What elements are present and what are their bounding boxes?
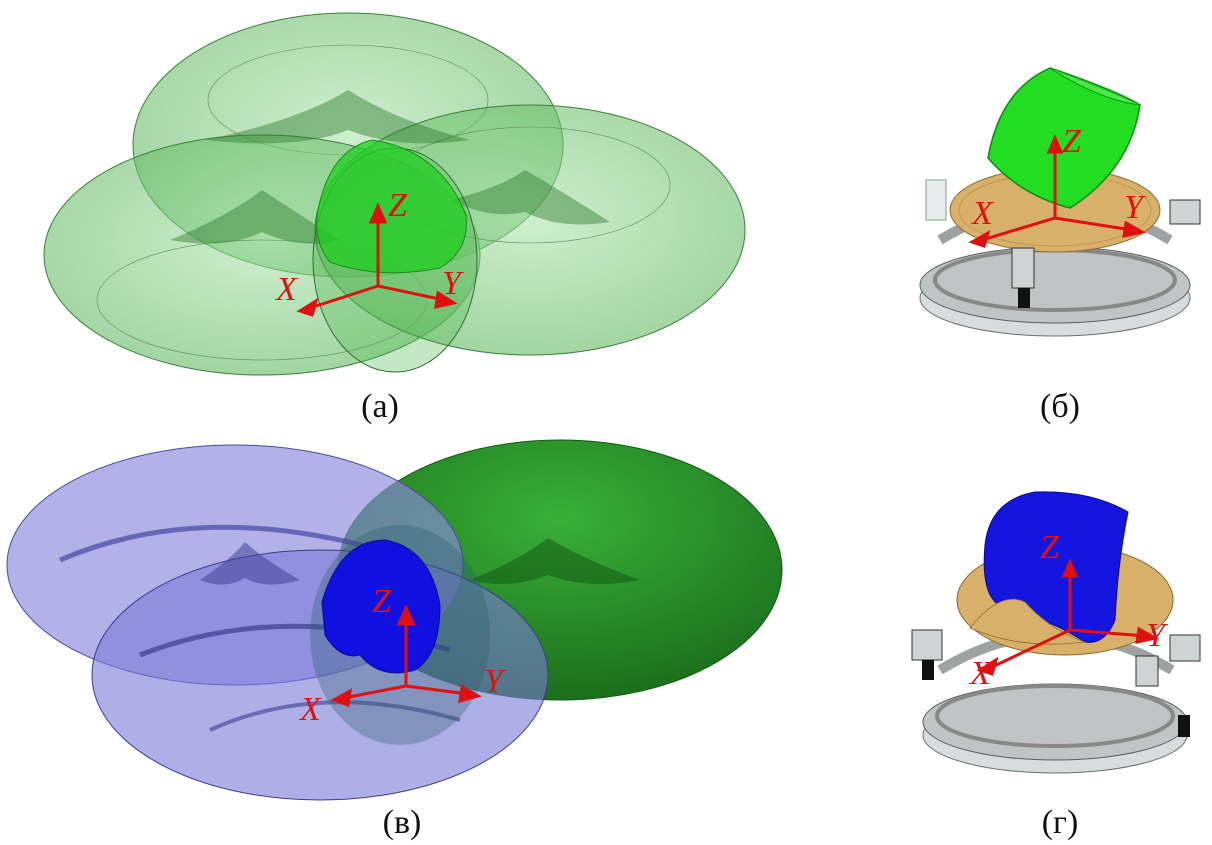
caption-b: (б) [1040, 388, 1080, 425]
axis-y-label: Y [442, 265, 464, 302]
axis-x-label: X [274, 271, 298, 308]
axis-x-label: X [298, 691, 322, 728]
axis-z-label: Z [388, 187, 408, 224]
axis-z-label: Z [372, 583, 392, 620]
mechanism-with-blue-workspace-icon: Z X Y [911, 491, 1201, 774]
mechanism-with-green-workspace-icon: Z X Y [919, 67, 1201, 337]
caption-d: (г) [1041, 804, 1079, 841]
panel-d: Z X Y [900, 470, 1212, 790]
caption-c: (в) [382, 804, 422, 841]
axis-z-label: Z [1062, 123, 1082, 160]
panel-b: Z X Y [900, 60, 1212, 340]
workspace-volume [321, 539, 441, 674]
axis-x-label: X [970, 195, 994, 232]
panel-a: Z X Y [0, 0, 760, 390]
three-overlapping-green-tori-icon: Z X Y [43, 12, 746, 376]
caption-a: (а) [361, 388, 399, 425]
axis-y-label: Y [1146, 617, 1168, 654]
axis-z-label: Z [1040, 529, 1060, 566]
axis-y-label: Y [484, 663, 506, 700]
axis-x-label: X [968, 655, 992, 692]
workspace-volume [316, 139, 467, 274]
panel-c: Z X Y [0, 430, 800, 810]
blue-and-green-tori-icon: Z X Y [6, 439, 783, 801]
axis-y-label: Y [1124, 189, 1146, 226]
